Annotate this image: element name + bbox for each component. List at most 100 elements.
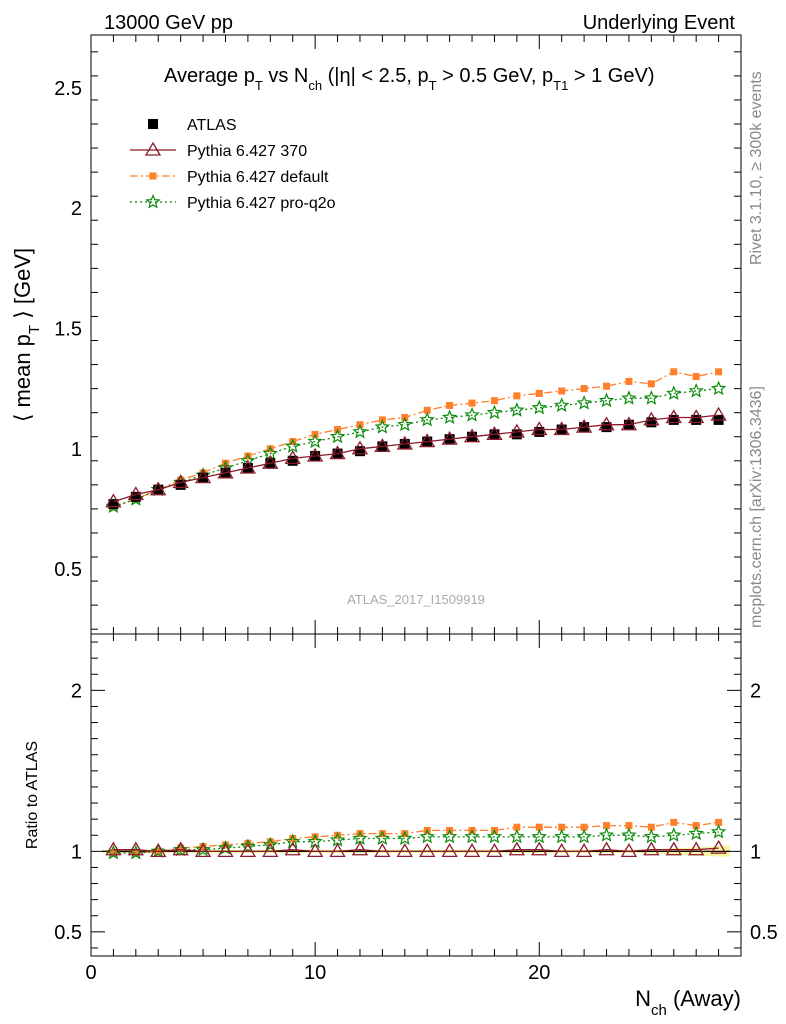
main-point-p370	[688, 409, 705, 424]
ratio-point-default	[266, 838, 274, 846]
ratio-point-p370	[620, 843, 638, 857]
main-point-default	[423, 406, 431, 414]
main-point-proq2o	[419, 411, 435, 427]
main-series-proq2o	[105, 380, 727, 514]
ratio-y-tick-label: 1	[71, 841, 82, 863]
ratio-point-proq2o	[486, 828, 503, 844]
main-point-default	[244, 452, 252, 460]
ratio-point-p370	[284, 841, 301, 856]
ratio-point-p370	[553, 843, 570, 857]
main-point-atlas	[534, 426, 545, 437]
main-y-tick-label: 1	[71, 439, 82, 461]
main-point-proq2o	[441, 409, 458, 425]
legend-marker	[145, 193, 161, 209]
main-point-default	[468, 399, 476, 407]
ratio-point-default	[647, 823, 655, 831]
rivet-label: Rivet 3.1.10, ≥ 300k events	[748, 71, 765, 265]
ratio-point-p370	[239, 843, 257, 857]
main-point-p370	[463, 428, 481, 443]
ratio-point-default	[177, 844, 185, 852]
ratio-point-default	[558, 823, 566, 831]
ratio-point-default	[513, 823, 521, 831]
main-point-p370	[127, 486, 144, 501]
main-point-atlas	[601, 422, 612, 433]
main-point-proq2o	[352, 423, 368, 439]
legend-label: Pythia 6.427 370	[187, 143, 307, 160]
main-y-tick-label: 1.5	[54, 318, 82, 340]
main-point-proq2o	[688, 382, 704, 398]
main-title: Average pT vs Nch (|η| < 2.5, pT > 0.5 G…	[164, 65, 654, 93]
legend-entry-p370: Pythia 6.427 370	[130, 141, 307, 160]
main-point-default	[647, 380, 655, 388]
main-point-proq2o	[710, 380, 727, 396]
main-point-atlas	[354, 446, 365, 457]
main-point-proq2o	[554, 397, 570, 412]
main-point-default	[513, 392, 521, 400]
main-y-tick-label: 2	[71, 198, 82, 220]
ratio-point-p370	[396, 843, 413, 857]
ratio-x-ticks	[90, 634, 742, 956]
main-point-proq2o	[509, 402, 525, 417]
ratio-point-p370	[329, 843, 346, 857]
ratio-point-proq2o	[666, 827, 682, 842]
legend-entry-default: Pythia 6.427 default	[130, 169, 329, 186]
main-point-default	[446, 401, 454, 409]
ratio-point-default	[580, 823, 588, 831]
main-series-default	[109, 368, 723, 511]
ratio-y-tick-label: 2	[71, 680, 82, 702]
ratio-y-ticks	[91, 641, 741, 949]
ratio-point-p370	[441, 843, 458, 857]
main-point-proq2o	[666, 385, 682, 400]
ratio-line-default	[113, 821, 719, 854]
main-point-p370	[620, 416, 638, 431]
main-point-default	[535, 389, 543, 397]
ratio-y-tick-label: 2	[750, 680, 761, 702]
main-point-atlas	[668, 414, 679, 425]
ratio-point-p370	[351, 841, 369, 856]
header-left: 13000 GeV pp	[104, 12, 233, 34]
main-point-default	[625, 377, 633, 385]
ratio-point-p370	[262, 843, 279, 857]
main-point-p370	[172, 474, 189, 489]
main-point-proq2o	[397, 416, 413, 432]
main-point-proq2o	[531, 399, 547, 415]
main-point-proq2o	[643, 390, 660, 405]
main-point-p370	[329, 445, 346, 460]
ratio-point-default	[311, 833, 319, 841]
ratio-point-proq2o	[195, 841, 211, 857]
main-point-default	[715, 368, 723, 376]
main-point-p370	[486, 426, 503, 440]
ratio-point-default	[401, 830, 409, 838]
main-point-p370	[105, 493, 122, 508]
main-point-proq2o	[576, 394, 592, 410]
ratio-point-proq2o	[374, 830, 391, 845]
legend-marker	[144, 141, 162, 156]
main-point-atlas	[287, 455, 298, 466]
ratio-point-p370	[531, 841, 548, 856]
main-panel: 0.5 1 1.5 2 2.5 ATLAS_2017_I1509919 Average …	[10, 34, 742, 635]
ratio-point-default	[670, 818, 678, 826]
ratio-point-default	[715, 818, 723, 826]
main-point-p370	[553, 421, 570, 436]
ratio-point-proq2o	[329, 832, 346, 847]
main-point-p370	[374, 438, 391, 453]
main-point-p370	[419, 433, 436, 448]
main-point-default	[580, 385, 588, 393]
main-y-ticks	[91, 51, 741, 630]
main-point-default	[289, 438, 297, 446]
main-point-proq2o	[329, 428, 346, 444]
main-series-p370	[105, 406, 727, 508]
ratio-y-tick-label: 0.5	[54, 922, 82, 944]
main-point-default	[670, 368, 678, 376]
main-point-proq2o	[374, 419, 391, 434]
ratio-point-p370	[486, 843, 503, 857]
main-point-atlas	[691, 414, 702, 425]
ratio-x-tick-label: 10	[304, 962, 326, 984]
ratio-line-proq2o	[113, 831, 719, 854]
ratio-point-proq2o	[531, 828, 547, 844]
ratio-series	[105, 818, 727, 860]
ratio-point-default	[603, 822, 611, 830]
ratio-point-default	[334, 831, 342, 839]
main-line-p370	[113, 414, 719, 503]
